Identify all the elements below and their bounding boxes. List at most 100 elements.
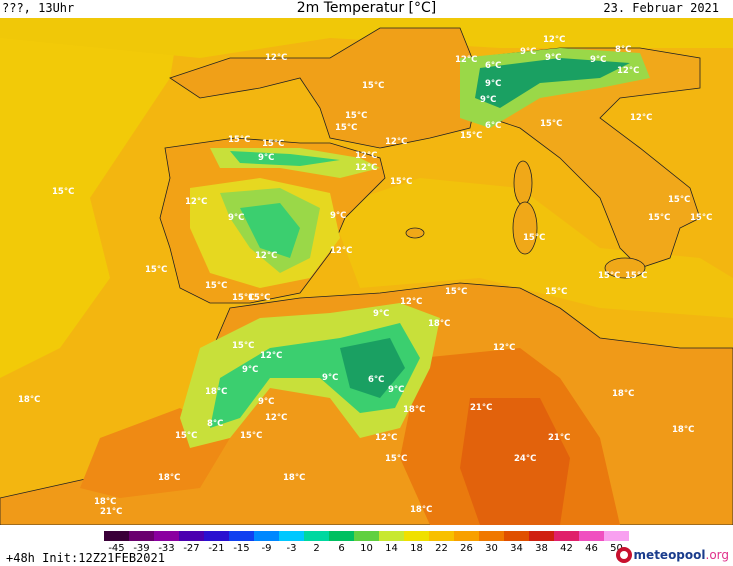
color-scale-tick-label: -9 [261,543,272,554]
color-scale-segment [154,531,180,541]
color-scale-segment [279,531,305,541]
color-scale-segment [204,531,230,541]
color-scale-tick-label: 46 [585,543,598,554]
valid-time-label: ???, 13Uhr [2,1,75,15]
temp-label: 12°C [543,35,565,45]
temperature-map: 12°C 12°C 15°C 15°C 9°C 12°C 9°C 9°C 8°C… [0,18,733,525]
temp-label: 12°C [330,246,352,256]
color-scale-tick-label: 38 [535,543,548,554]
temp-label: 15°C [262,139,284,149]
color-scale-segment [354,531,380,541]
temp-label: 15°C [52,187,74,197]
valid-date-label: 23. Februar 2021 [603,1,719,15]
pyrenees-core [230,151,340,166]
sardinia-island [512,201,538,255]
temp-label: 15°C [460,131,482,141]
color-scale-tick-label: 10 [360,543,373,554]
temp-label: 15°C [362,81,384,91]
temp-label: 15°C [228,135,250,145]
color-scale-tick-label: 42 [560,543,573,554]
temp-label: 9°C [330,211,346,221]
color-scale-segment [504,531,530,541]
corsica-island [513,160,533,206]
temp-label: 15°C [240,431,262,441]
temp-label: 15°C [540,119,562,129]
temp-label: 18°C [428,319,450,329]
temp-label: 12°C [493,343,515,353]
temp-label: 15°C [175,431,197,441]
temp-label: 8°C [207,419,223,429]
color-scale-tick-label: -3 [286,543,297,554]
init-time-label: +48h Init:12Z21FEB2021 [6,551,165,565]
temp-label: 6°C [368,375,384,385]
temp-label: 9°C [322,373,338,383]
temperature-map-svg: 12°C 12°C 15°C 15°C 9°C 12°C 9°C 9°C 8°C… [0,18,733,525]
temp-label: 15°C [205,281,227,291]
sahara-hot-field-2 [460,398,570,525]
temp-label: 15°C [625,271,647,281]
france-land [169,27,481,149]
temp-label: 9°C [545,53,561,63]
logo-icon [615,547,632,563]
temp-label: 15°C [668,195,690,205]
color-scale-segment [379,531,405,541]
color-scale-tick-label: -21 [208,543,225,554]
color-scale-bar [104,531,629,541]
logo-text: meteopool [633,548,706,562]
atlas-peaks [340,338,405,398]
color-scale-tick-label: -45 [108,543,125,554]
color-scale-tick-label: 26 [460,543,473,554]
color-scale-tick-label: -39 [133,543,150,554]
temp-label: 12°C [355,151,377,161]
temp-label: 9°C [258,153,274,163]
temp-label: 15°C [145,265,167,275]
color-scale-segment [604,531,629,541]
map-title: 2m Temperatur [°C] [296,0,437,16]
temp-label: 15°C [545,287,567,297]
color-scale-segment [254,531,280,541]
color-scale-segment [129,531,155,541]
temp-label: 18°C [283,473,305,483]
temp-label: 12°C [265,413,287,423]
color-scale-tick-label: -33 [158,543,175,554]
temp-label: 8°C [615,45,631,55]
temp-label: 15°C [523,233,545,243]
temp-label: 12°C [355,163,377,173]
temp-label: 9°C [258,397,274,407]
color-scale-tick-label: 22 [435,543,448,554]
temp-label: 12°C [255,251,277,261]
temp-label: 15°C [390,177,412,187]
temp-label: 12°C [375,433,397,443]
temp-label: 15°C [690,213,712,223]
logo-suffix: .org [705,548,730,562]
color-scale-segment [579,531,605,541]
atlantic-cool-field [0,18,180,378]
color-scale-segment [429,531,455,541]
temp-label: 12°C [400,297,422,307]
color-scale-segment [179,531,205,541]
map-header: ???, 13Uhr 2m Temperatur [°C] 23. Februa… [0,0,733,18]
temp-label: 15°C [335,123,357,133]
temp-label: 9°C [480,95,496,105]
color-scale-segment [404,531,430,541]
temp-label: 9°C [242,365,258,375]
temp-label: 18°C [94,497,116,507]
temp-label: 24°C [514,454,536,464]
color-scale-segment [454,531,480,541]
temp-label: 15°C [248,293,270,303]
color-scale-tick-label: -15 [233,543,250,554]
temp-label: 9°C [520,47,536,57]
color-scale-tick-label: 30 [485,543,498,554]
temp-label: 6°C [485,61,501,71]
color-scale-segment [329,531,355,541]
temp-label: 12°C [185,197,207,207]
meteopool-logo[interactable]: meteopool .org [615,545,730,565]
temp-label: 12°C [617,66,639,76]
temp-label: 6°C [485,121,501,131]
temp-label: 18°C [403,405,425,415]
temp-label: 15°C [648,213,670,223]
temp-label: 15°C [345,111,367,121]
color-scale-tick-label: 18 [410,543,423,554]
map-footer: -45 -39 -33 -27 -21 -15 -9 -3 2 6 10 14 18 22 26 30 34 38… [0,525,733,566]
temp-label: 9°C [228,213,244,223]
